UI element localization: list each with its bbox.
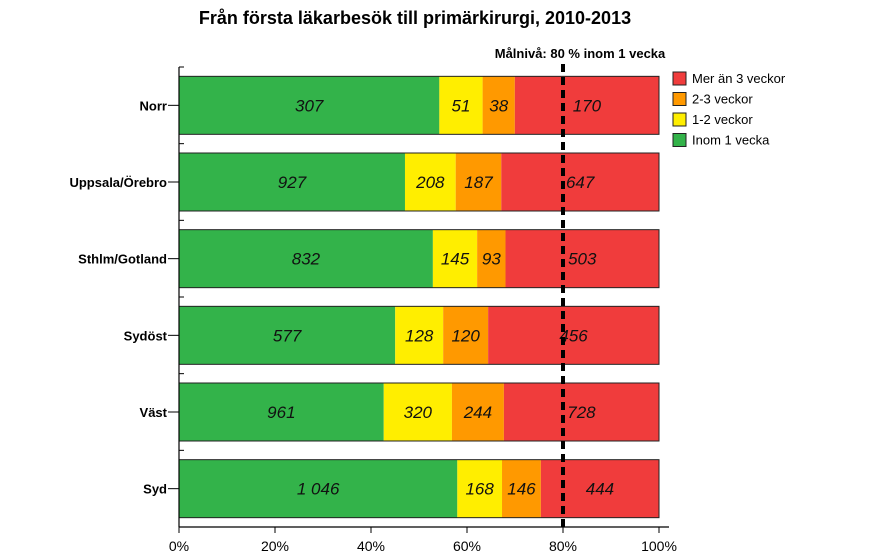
data-label: 93 [482, 250, 501, 269]
bar-segment [404, 153, 456, 211]
bar-segment [443, 306, 489, 365]
bar-segment [179, 153, 405, 211]
data-label: 927 [278, 173, 307, 192]
bar-segment [439, 76, 483, 135]
bars-group: 307 51 38 170 927 208 187 647 832 145 93 503 577 128 1… [178, 75, 660, 519]
data-label: 51 [452, 96, 471, 115]
x-tick-label: 100% [641, 538, 677, 554]
data-label: 647 [566, 173, 595, 192]
data-label: 168 [465, 480, 494, 499]
category-label: Väst [140, 405, 168, 420]
bar-segment [501, 153, 659, 211]
category-label: Norr [140, 98, 167, 113]
x-tick-label: 80% [549, 538, 577, 554]
data-label: 307 [295, 96, 324, 115]
bar-segment [179, 459, 458, 518]
data-label: 120 [451, 326, 480, 345]
bar-segment [477, 229, 506, 288]
data-label: 170 [573, 96, 602, 115]
bar-segment [482, 76, 515, 135]
x-tick-label: 0% [169, 538, 189, 554]
bar-segment [451, 383, 504, 441]
bar-segment [540, 459, 659, 518]
data-label: 728 [567, 403, 596, 422]
bar-segment [488, 306, 659, 365]
legend-label: 2-3 veckor [692, 92, 753, 107]
data-label: 444 [586, 480, 614, 499]
category-label: Syd [143, 482, 167, 497]
x-tick-label: 60% [453, 538, 481, 554]
data-label: 1 046 [297, 480, 340, 499]
bar-segment [383, 383, 452, 441]
bar-segment [179, 306, 396, 365]
bar-segment [179, 76, 440, 135]
bar-segment [514, 76, 659, 135]
data-label: 145 [441, 250, 470, 269]
legend-label: Inom 1 vecka [692, 133, 770, 148]
legend-swatch [672, 71, 687, 86]
data-label: 38 [489, 96, 508, 115]
legend: Mer än 3 veckor 2-3 veckor 1-2 veckor Inom … [672, 71, 786, 148]
bar-segment [503, 383, 659, 441]
x-tick-label: 20% [261, 538, 289, 554]
chart-title: Från första läkarbesök till primärkirurg… [199, 8, 631, 28]
bar-segment [432, 229, 478, 288]
data-label: 832 [292, 250, 321, 269]
x-tick-label: 40% [357, 538, 385, 554]
bar-segment [505, 229, 659, 288]
bar-segment [457, 459, 503, 518]
data-label: 961 [267, 403, 295, 422]
bar-segment [455, 153, 502, 211]
legend-label: Mer än 3 veckor [692, 71, 786, 86]
data-label: 577 [273, 326, 302, 345]
axes-group: Norr Uppsala/Örebro Sthlm/Gotland Sydöst Väs… [69, 66, 677, 554]
target-label: Målnivå: 80 % inom 1 vecka [495, 46, 666, 61]
data-label: 503 [568, 250, 597, 269]
legend-swatch [672, 92, 687, 106]
data-label: 244 [463, 403, 492, 422]
bar-segment [179, 229, 433, 288]
data-label: 128 [405, 326, 434, 345]
legend-swatch [672, 133, 687, 147]
category-label: Sydöst [124, 328, 168, 343]
bar-segment [502, 459, 541, 518]
data-label: 456 [559, 326, 588, 345]
data-label: 320 [404, 403, 433, 422]
data-label: 146 [507, 480, 536, 499]
bar-segment [179, 383, 384, 441]
data-label: 187 [464, 173, 493, 192]
bar-segment [395, 306, 444, 365]
legend-swatch [672, 112, 687, 127]
category-label: Sthlm/Gotland [78, 252, 167, 267]
legend-label: 1-2 veckor [692, 112, 753, 127]
data-label: 208 [415, 173, 445, 192]
category-label: Uppsala/Örebro [69, 175, 167, 190]
